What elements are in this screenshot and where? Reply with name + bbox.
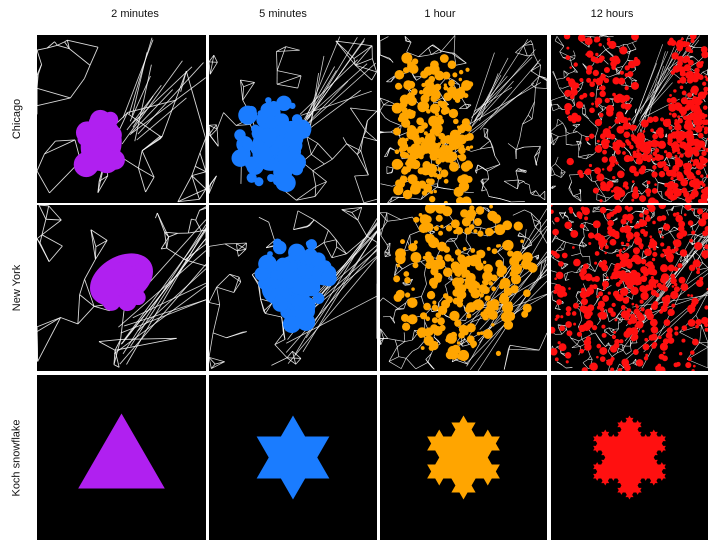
network-map [37, 37, 206, 203]
panel-new-york-5-minutes [209, 205, 377, 371]
network-map [209, 207, 377, 369]
reachable-region [73, 109, 125, 178]
panel-koch-snowflake-12-hours [551, 375, 708, 540]
row-label-chicago: Chicago [11, 98, 24, 140]
koch-snowflake-iteration-1 [256, 415, 330, 500]
network-map [37, 205, 206, 368]
row-label-new-york: New York [11, 264, 24, 312]
reachable-region [563, 35, 708, 203]
road-network-edges [37, 37, 206, 203]
reachable-region [231, 95, 312, 193]
panel-chicago-2-minutes [37, 35, 206, 203]
panel-new-york-2-minutes [37, 205, 206, 371]
network-map [380, 35, 547, 203]
koch-snowflake-iteration-2 [427, 415, 500, 500]
network-map [209, 36, 377, 203]
column-label-5-minutes: 5 minutes [259, 8, 307, 20]
column-label-1-hour: 1 hour [424, 8, 456, 20]
column-label-12-hours: 12 hours [590, 8, 634, 20]
network-map [551, 205, 708, 371]
koch-snowflake-shape [78, 413, 165, 489]
panel-koch-snowflake-1-hour [380, 375, 547, 540]
panel-koch-snowflake-2-minutes [37, 375, 206, 540]
koch-snowflake-shape [427, 415, 500, 500]
panel-chicago-5-minutes [209, 35, 377, 203]
reachable-region [393, 205, 538, 361]
koch-snowflake-iteration-0 [78, 413, 165, 489]
reachable-region [90, 253, 153, 312]
panel-chicago-12-hours [551, 35, 708, 203]
row-label-koch-snowflake: Koch snowflake [11, 418, 24, 497]
network-map [551, 35, 708, 203]
koch-snowflake-shape [593, 415, 666, 500]
reachable-region [254, 238, 337, 334]
column-label-2-minutes: 2 minutes [111, 8, 159, 20]
panel-chicago-1-hour [380, 35, 547, 203]
network-map [380, 205, 547, 371]
panel-new-york-12-hours [551, 205, 708, 371]
koch-snowflake-shape [256, 415, 330, 500]
panel-koch-snowflake-5-minutes [209, 375, 377, 540]
road-network-edges [37, 205, 206, 368]
reachable-region [391, 52, 474, 203]
panel-new-york-1-hour [380, 205, 547, 371]
reachable-region [551, 205, 708, 371]
koch-snowflake-iteration-3 [593, 415, 666, 500]
